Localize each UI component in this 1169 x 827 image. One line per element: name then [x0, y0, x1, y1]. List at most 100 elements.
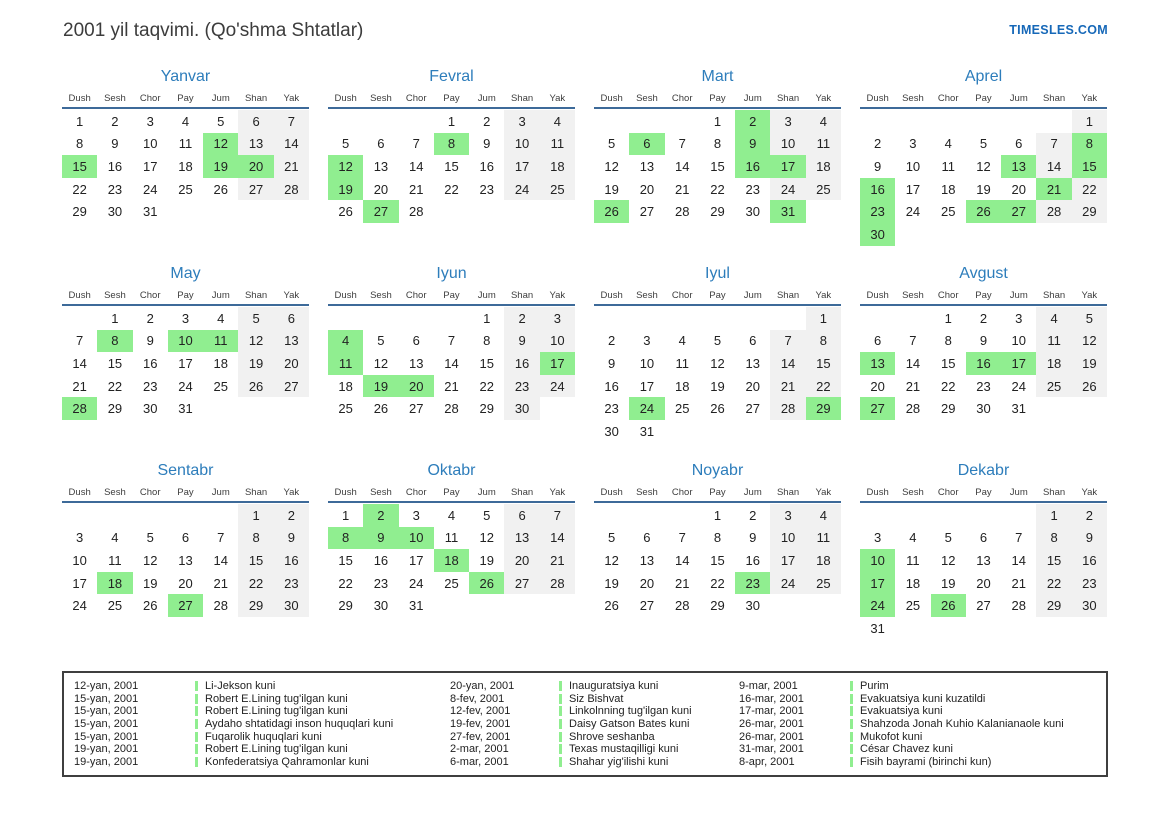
day-cell: 1	[944, 310, 952, 326]
month-title: Fevral	[429, 68, 474, 85]
day-cell: 6	[979, 530, 988, 546]
weekday-label: Pay	[443, 93, 460, 104]
weekday-label: Pay	[443, 290, 460, 301]
weekday-label: Yak	[549, 93, 566, 104]
day-cell-holiday: 16	[860, 177, 896, 201]
day-cell-holiday: 27	[860, 397, 896, 420]
legend-date: 12-fev, 2001	[450, 705, 511, 718]
day-cell: 16	[142, 355, 158, 371]
day-cell: 20	[976, 575, 991, 591]
month-title: Iyul	[705, 265, 730, 282]
day-cell: 14	[72, 355, 87, 371]
day-cell: 31	[408, 598, 424, 614]
legend-entry: 12-fev, 2001 Linkolnning tug'ilgan kuni	[450, 705, 739, 718]
empty-cell	[328, 307, 363, 330]
holiday-marker-icon	[559, 731, 562, 742]
day-cell: 1	[713, 113, 722, 129]
empty-cell	[895, 307, 930, 330]
day-cell: 19	[710, 378, 725, 394]
day-cell: 18	[539, 155, 575, 178]
day-cell: 14	[444, 355, 459, 371]
empty-cell	[62, 504, 97, 527]
day-cell: 18	[1036, 352, 1072, 375]
days-grid: 1 2 3 4 5 6 7 8 9 10 11 12 13 14 15 16 17 18 19 20 21 22 23 24 2…	[594, 307, 841, 443]
empty-cell	[594, 504, 629, 527]
holiday-marker-icon	[559, 744, 562, 755]
day-cell: 10	[905, 158, 921, 174]
day-cell: 9	[483, 136, 491, 152]
days-grid: 1 2 3 4 5 6 7 8 9 10 11 12 13 14 15 16 17 18 19 20 21 22 23 24 2…	[62, 110, 309, 223]
day-cell-holiday: 13	[860, 352, 896, 375]
day-cell-holiday: 17	[1001, 352, 1037, 375]
legend-group: 9-mar, 2001 Purim 16-mar, 2001 Evakuatsiya …	[739, 680, 1106, 768]
holiday-marker-icon	[195, 731, 198, 742]
legend-name: Inauguratsiya kuni	[569, 680, 659, 693]
day-cell-holiday: 17	[539, 352, 575, 375]
day-cell: 2	[111, 113, 119, 129]
weekday-header: Dush Sesh Chor Pay Jum Shan Yak	[594, 93, 841, 109]
day-cell: 5	[377, 333, 385, 349]
day-cell: 18	[674, 378, 690, 394]
day-cell: 20	[373, 181, 389, 197]
day-cell: 22	[940, 378, 956, 394]
legend-entry: 27-fev, 2001 Shrove seshanba	[450, 730, 739, 743]
day-cell: 8	[76, 136, 84, 152]
day-cell: 26	[710, 401, 725, 417]
legend-entry: 26-mar, 2001 Shahzoda Jonah Kuhio Kalania…	[739, 718, 1106, 731]
months-grid: Yanvar Dush Sesh Chor Pay Jum Shan Yak 1 2 3 4 5 6 7 8 9…	[62, 68, 1108, 659]
legend-entry: 19-yan, 2001 Konfederatsiya Qahramonlar k…	[74, 756, 450, 769]
weekday-label: Pay	[975, 290, 992, 301]
day-cell: 17	[770, 549, 806, 572]
day-cell: 22	[1071, 177, 1107, 201]
day-cell: 18	[338, 378, 353, 394]
day-cell: 29	[238, 594, 274, 617]
day-cell: 19	[976, 181, 991, 197]
day-cell: 22	[479, 378, 495, 394]
day-cell: 25	[905, 598, 921, 614]
day-cell: 6	[412, 333, 420, 349]
day-cell: 12	[142, 552, 158, 568]
day-cell: 7	[447, 333, 456, 349]
day-cell: 16	[604, 378, 619, 394]
day-cell-holiday: 2	[735, 110, 771, 133]
day-cell: 13	[639, 552, 655, 568]
day-cell: 9	[874, 158, 882, 174]
holiday-marker-icon	[850, 719, 853, 730]
weekday-label: Shan	[776, 487, 800, 498]
month-mart: Mart Dush Sesh Chor Pay Jum Shan Yak 1 2 3 4 5 6 7 8 9 10…	[594, 68, 841, 265]
day-cell: 1	[238, 504, 274, 527]
day-cell: 17	[142, 158, 158, 174]
day-cell: 3	[539, 307, 575, 330]
day-cell: 22	[444, 181, 459, 197]
weekday-label: Sesh	[104, 487, 126, 498]
day-cell: 26	[338, 204, 353, 220]
legend-name: Shahar yig'ilishi kuni	[569, 755, 669, 768]
weekday-label: Pay	[975, 93, 992, 104]
legend-entry: 16-mar, 2001 Evakuatsiya kuni kuzatildi	[739, 693, 1106, 706]
weekday-label: Dush	[68, 93, 91, 104]
day-cell: 20	[273, 352, 309, 375]
weekday-label: Sesh	[902, 93, 924, 104]
day-cell-holiday: 17	[770, 155, 806, 178]
day-cell: 7	[909, 333, 917, 349]
day-cell: 13	[976, 552, 991, 568]
holiday-marker-icon	[559, 756, 562, 767]
empty-cell	[629, 504, 664, 527]
day-cell-holiday: 8	[328, 526, 364, 550]
day-cell: 1	[447, 113, 456, 129]
day-cell-holiday: 11	[203, 329, 239, 353]
day-cell: 3	[76, 530, 84, 546]
weekday-label: Dush	[866, 487, 889, 498]
day-cell: 21	[273, 155, 309, 178]
days-grid: 1 2 3 4 5 6 7 8 9 10 11 12 13 14 15 16 17 18 19 20 21 22 23 24 2…	[594, 504, 841, 617]
site-link[interactable]: TIMESLES.COM	[1009, 23, 1108, 37]
day-cell: 16	[273, 549, 309, 572]
day-cell: 21	[72, 378, 87, 394]
legend-entry: 2-mar, 2001 Texas mustaqilligi kuni	[450, 743, 739, 756]
day-cell: 12	[710, 355, 725, 371]
legend-entry: 8-fev, 2001 Siz Bishvat	[450, 693, 739, 706]
day-cell: 12	[604, 158, 619, 174]
day-cell: 3	[504, 110, 540, 133]
day-cell-holiday: 17	[860, 571, 896, 595]
